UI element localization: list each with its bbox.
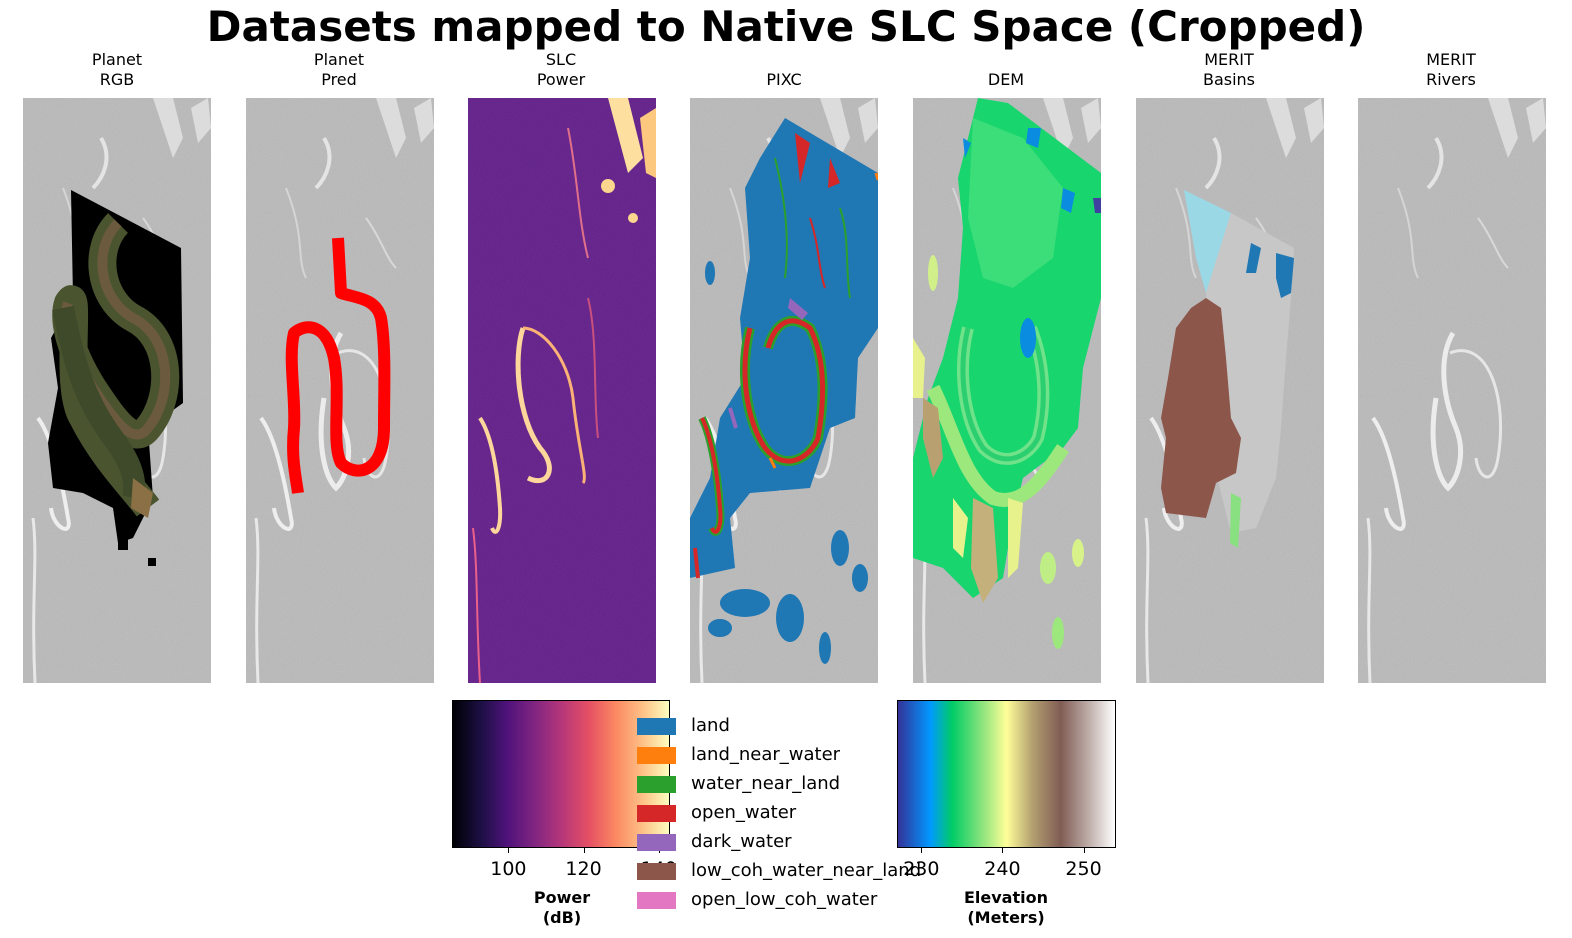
power-colorbar-label-line2: (dB) (542, 908, 582, 927)
pixc-image (690, 98, 878, 683)
legend-label: water_near_land (691, 773, 841, 794)
panel-title-planet-pred: Planet Pred (224, 50, 454, 90)
panel-title-line1: Planet (313, 50, 365, 69)
power-colorbar-tick-label: 100 (490, 858, 527, 880)
power-colorbar (452, 700, 670, 848)
elevation-colorbar-tick-label: 230 (903, 858, 940, 880)
elevation-colorbar (897, 700, 1116, 848)
panel-merit-basins (1136, 98, 1324, 683)
legend-swatch (637, 718, 676, 735)
panel-title-line1: MERIT (1204, 50, 1254, 69)
elevation-colorbar-label: Elevation (Meters) (926, 888, 1086, 928)
legend-item-open-water: open_water (637, 800, 937, 829)
elevation-colorbar-tick-label: 250 (1065, 858, 1102, 880)
dem-image (913, 98, 1101, 683)
panel-title-line1: MERIT (1426, 50, 1476, 69)
panel-title-planet-rgb: Planet RGB (2, 50, 232, 90)
panel-title-merit-rivers: MERIT Rivers (1336, 50, 1566, 90)
legend-swatch (637, 776, 676, 793)
legend-label: low_coh_water_near_land (691, 860, 922, 881)
power-colorbar-tick-mark (583, 848, 585, 853)
power-colorbar-tick-label: 120 (565, 858, 602, 880)
legend-label: land_near_water (691, 744, 841, 765)
panel-title-line2: Power (536, 70, 586, 89)
panel-planet-pred (246, 98, 434, 683)
merit-rivers-image (1358, 98, 1546, 683)
planet-rgb-image (23, 98, 211, 683)
panel-title-line2: Basins (1202, 70, 1256, 89)
panel-title-line2: DEM (987, 70, 1025, 89)
panel-pixc (690, 98, 878, 683)
panel-title-slc-power: SLC Power (446, 50, 676, 90)
legend-item-dark-water: dark_water (637, 829, 937, 858)
planet-pred-image (246, 98, 434, 683)
panel-title-line2: RGB (99, 70, 135, 89)
legend-swatch (637, 834, 676, 851)
legend-item-land: land (637, 713, 937, 742)
power-colorbar-tick-mark (508, 848, 510, 853)
panel-title-dem: DEM (891, 70, 1121, 90)
legend-swatch (637, 892, 676, 909)
panel-title-line1: SLC (545, 50, 577, 69)
panel-merit-rivers (1358, 98, 1546, 683)
figure-title: Datasets mapped to Native SLC Space (Cro… (206, 2, 1366, 51)
panel-dem (913, 98, 1101, 683)
legend-swatch (637, 747, 676, 764)
panel-title-merit-basins: MERIT Basins (1114, 50, 1344, 90)
panel-title-pixc: PIXC (669, 70, 899, 90)
legend-swatch (637, 805, 676, 822)
legend-item-open-low-coh-water: open_low_coh_water (637, 887, 937, 916)
panel-title-line2: PIXC (766, 70, 802, 89)
elevation-colorbar-tick-mark (1002, 848, 1004, 853)
panel-title-line2: Pred (321, 70, 357, 89)
elevation-colorbar-label-line2: (Meters) (967, 908, 1045, 927)
elevation-colorbar-tick-mark (921, 848, 923, 853)
legend-swatch (637, 863, 676, 880)
legend-label: open_low_coh_water (691, 889, 878, 910)
power-colorbar-label: Power (dB) (482, 888, 642, 928)
legend-item-low-coh-water-near-land: low_coh_water_near_land (637, 858, 937, 887)
legend-label: dark_water (691, 831, 792, 852)
panel-planet-rgb (23, 98, 211, 683)
legend-label: land (691, 715, 730, 736)
panel-slc-power (468, 98, 656, 683)
elevation-colorbar-tick-mark (1083, 848, 1085, 853)
power-colorbar-label-line1: Power (533, 888, 591, 907)
panel-title-line1: Planet (91, 50, 143, 69)
merit-basins-image (1136, 98, 1324, 683)
panel-title-line2: Rivers (1426, 70, 1476, 89)
slc-power-image (468, 98, 656, 683)
legend-item-water-near-land: water_near_land (637, 771, 937, 800)
legend-item-land-near-water: land_near_water (637, 742, 937, 771)
legend-label: open_water (691, 802, 797, 823)
elevation-colorbar-tick-label: 240 (984, 858, 1021, 880)
elevation-colorbar-label-line1: Elevation (963, 888, 1048, 907)
